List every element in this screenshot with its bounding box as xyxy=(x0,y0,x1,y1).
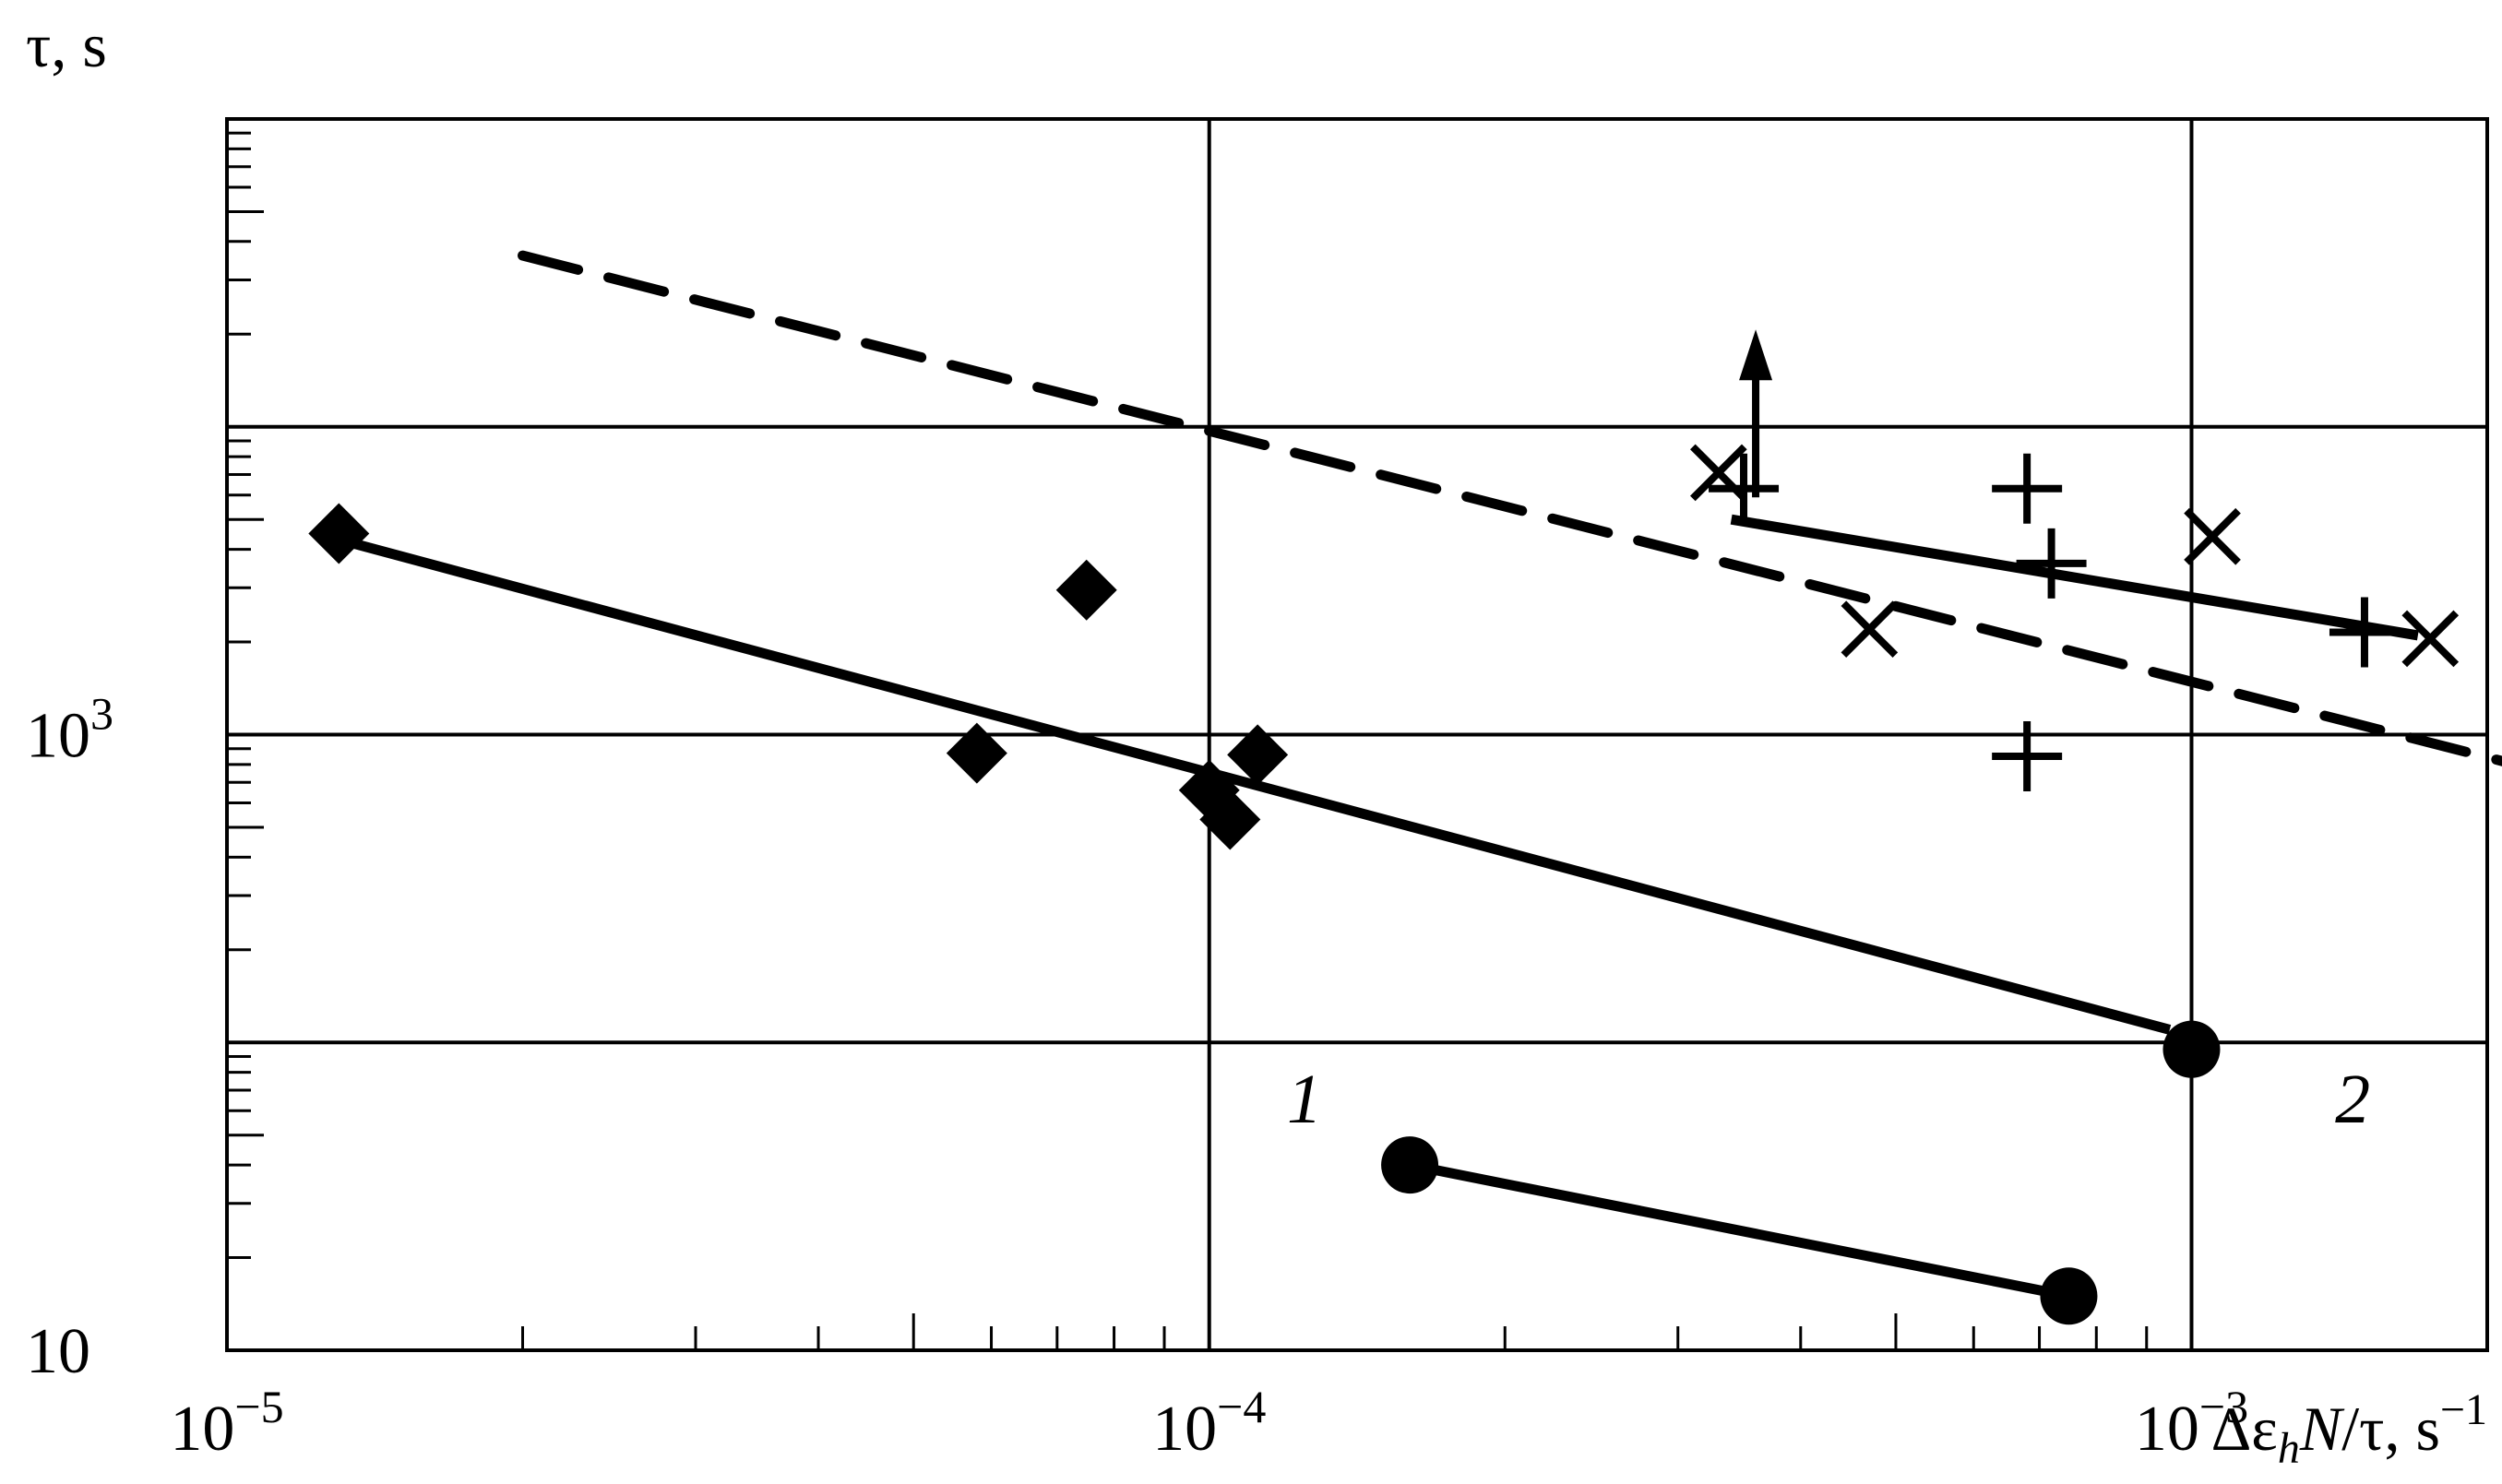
series-3 xyxy=(1730,514,2419,641)
series-layer: 1234 xyxy=(308,250,2502,1325)
series-diamond xyxy=(308,503,1289,850)
plus-point xyxy=(1992,721,2063,792)
grid xyxy=(227,119,2487,1350)
series-line-2 xyxy=(337,534,2172,1035)
plus-point xyxy=(1992,453,2063,524)
x-tick-label: 10−3 xyxy=(2135,1381,2248,1465)
diamond-point xyxy=(1227,724,1289,786)
minor-ticks xyxy=(227,131,2489,1350)
tick-labels: 10−5 10−4 10−3 10 103 xyxy=(26,688,2248,1466)
cross-point xyxy=(1689,444,1747,502)
series-label-2: 2 xyxy=(2335,1061,2370,1138)
diamond-point xyxy=(1199,789,1261,850)
diamond-point xyxy=(1055,559,1117,621)
y-tick-label: 10 xyxy=(26,1316,90,1387)
circle-point xyxy=(2040,1267,2098,1325)
plus-point xyxy=(2016,528,2087,599)
y-axis-label: τ, s xyxy=(26,10,107,80)
x-tick-label: 10−4 xyxy=(1152,1381,1266,1465)
series-line xyxy=(518,250,2502,766)
series-1 xyxy=(1381,1136,2098,1325)
diamond-point xyxy=(946,722,1007,784)
cross-point xyxy=(1841,600,1899,659)
plus-point xyxy=(1709,453,1780,524)
y-tick-label: 103 xyxy=(26,688,113,772)
series-label-1: 1 xyxy=(1287,1061,1322,1138)
series-4 xyxy=(518,250,2502,766)
arrow-head xyxy=(1739,329,1773,381)
series-cross xyxy=(1689,444,2460,668)
x-tick-label: 10−5 xyxy=(170,1381,283,1465)
series-2 xyxy=(2162,1020,2221,1078)
series-line xyxy=(1409,1159,2070,1301)
diamond-point xyxy=(308,503,370,564)
circle-point xyxy=(2162,1020,2221,1078)
series-line xyxy=(1730,514,2419,641)
cross-point xyxy=(2184,507,2241,565)
x-axis-label: ΔεhN/τ, s−1 xyxy=(2211,1385,2487,1473)
plot-frame xyxy=(225,117,2489,1352)
cross-point xyxy=(2401,610,2460,668)
circle-point xyxy=(1381,1136,1439,1194)
series-plus xyxy=(1709,453,2400,792)
